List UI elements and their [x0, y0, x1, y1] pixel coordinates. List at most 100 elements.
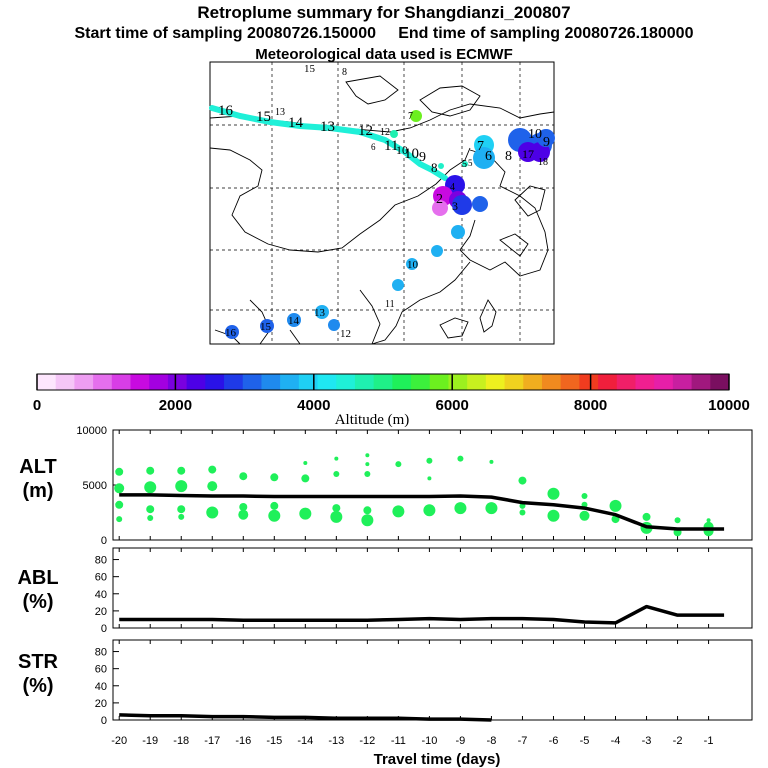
colorbar-swatch	[298, 374, 319, 390]
plume-bubble	[451, 225, 465, 239]
alt-point	[547, 509, 560, 522]
ytick-label: 60	[95, 572, 107, 584]
alt-point	[207, 481, 218, 492]
alt-point	[270, 473, 279, 482]
alt-point	[333, 471, 340, 477]
alt-point	[674, 517, 681, 524]
colorbar-swatch	[55, 374, 75, 390]
alt-point	[238, 509, 249, 520]
alt-point	[114, 483, 125, 494]
trajectory-track	[209, 105, 448, 181]
colorbar-swatch	[205, 374, 225, 390]
plume-label: 6	[371, 142, 376, 152]
xtick-label: -1	[704, 735, 714, 747]
alt-point	[147, 515, 154, 521]
alt-point	[361, 514, 374, 527]
colorbar-tick-label: 2000	[159, 397, 192, 414]
plume-label: 16	[225, 327, 237, 339]
colorbar-swatch	[448, 374, 468, 390]
panel-ylabel: STR	[18, 651, 59, 673]
plume-label: 10	[396, 143, 408, 157]
alt-point	[146, 505, 155, 514]
alt-point	[334, 456, 339, 461]
colorbar-swatch	[186, 374, 206, 390]
panel-ylabel: (%)	[22, 675, 53, 697]
plume-label: 10	[528, 127, 542, 142]
colorbar-tick-label: 10000	[708, 397, 750, 414]
plume-bubble	[472, 196, 488, 212]
plume-bubble	[225, 325, 239, 339]
plume-bubble	[452, 195, 472, 215]
panel-frame	[112, 639, 753, 721]
plume-bubble	[438, 163, 444, 169]
altitude-colorbar: 0 2000 4000 6000 8000 10000	[33, 373, 750, 414]
xtick-label: -18	[173, 735, 189, 747]
panel-ylabel: ABL	[17, 567, 58, 589]
plume-label: 8	[342, 67, 347, 78]
colorbar-swatch	[224, 374, 244, 390]
colorbar-swatch	[598, 374, 618, 390]
ytick-label: 60	[95, 664, 107, 676]
colorbar-swatch	[392, 374, 412, 390]
met-data-line: Meteorological data used is ECMWF	[255, 46, 513, 63]
alt-point	[457, 455, 464, 462]
xtick-label: -2	[673, 735, 683, 747]
chart-title: Retroplume summary for Shangdianzi_20080…	[197, 3, 571, 22]
colorbar-swatch	[37, 374, 57, 390]
ytick-label: 80	[95, 555, 107, 567]
alt-point	[177, 505, 186, 514]
colorbar-swatch	[411, 374, 431, 390]
plume-label: 5	[468, 158, 473, 168]
colorbar-swatch	[579, 374, 599, 390]
colorbar-swatch	[429, 374, 449, 390]
xtick-label: -11	[391, 735, 406, 747]
plume-bubble	[530, 142, 550, 162]
colorbar-swatch	[710, 374, 730, 390]
panel-line	[119, 713, 492, 722]
plume-label: 8	[505, 149, 512, 164]
plume-label: 12	[358, 123, 373, 139]
alt-point	[330, 510, 343, 523]
plume-label: 10	[407, 259, 419, 271]
plume-label: 17	[522, 147, 534, 161]
alt-point	[270, 501, 279, 510]
alt-point	[175, 480, 188, 493]
plume-label: 9	[543, 135, 550, 150]
xtick-label: -10	[421, 735, 437, 747]
colorbar-swatch	[130, 374, 150, 390]
plume-label: 11	[384, 138, 398, 154]
plume-bubbles	[225, 110, 555, 339]
plume-label: 12	[380, 127, 390, 138]
colorbar-swatch	[541, 374, 562, 390]
alt-point	[365, 462, 370, 467]
alt-point	[423, 504, 436, 517]
colorbar-swatch	[635, 374, 655, 390]
alt-point	[519, 509, 526, 516]
alt-point	[116, 516, 123, 523]
alt-point	[208, 465, 217, 474]
plume-label: 14	[288, 315, 300, 327]
plume-bubble	[287, 313, 301, 327]
xtick-label: -17	[204, 735, 220, 747]
plume-label: 2	[436, 192, 443, 207]
colorbar-swatch	[242, 374, 262, 390]
xtick-label: -16	[235, 735, 251, 747]
panel-ylabel: (%)	[22, 591, 53, 613]
xtick-label: -13	[328, 735, 344, 747]
plume-bubble	[260, 319, 274, 333]
xtick-label: -15	[266, 735, 282, 747]
colorbar-tick-label: 6000	[436, 397, 469, 414]
panel-line	[119, 493, 725, 531]
plume-label: 15	[304, 63, 316, 75]
alt-point	[579, 510, 590, 521]
xtick-label: -6	[549, 735, 559, 747]
alt-point	[609, 499, 622, 512]
ytick-label: 40	[95, 589, 107, 601]
alt-point	[115, 467, 124, 476]
alt-point	[485, 502, 498, 515]
alt-point	[206, 506, 219, 519]
x-axis-label: Travel time (days)	[374, 751, 501, 768]
alt-point	[489, 459, 494, 464]
